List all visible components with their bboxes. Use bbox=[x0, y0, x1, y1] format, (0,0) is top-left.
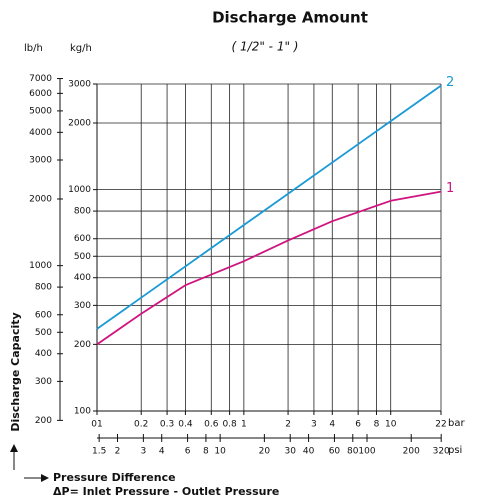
x2-tick-label: 8 bbox=[203, 447, 209, 457]
series-label: 1 bbox=[446, 181, 454, 196]
y2-tick-label: 600 bbox=[35, 310, 52, 320]
x-tick-label: 3 bbox=[311, 420, 317, 430]
x-unit: bar bbox=[448, 418, 465, 429]
x-axis-title: Pressure Difference bbox=[53, 471, 176, 484]
x-tick-label: 0.6 bbox=[204, 420, 219, 430]
x2-tick-label: 10 bbox=[214, 447, 226, 457]
subtitle: ( 1/2" - 1" ) bbox=[232, 40, 299, 54]
y-tick-label: 500 bbox=[74, 252, 91, 262]
y-tick-label: 200 bbox=[74, 340, 91, 350]
x-tick-label: 0.2 bbox=[134, 420, 148, 430]
y2-tick-label: 1000 bbox=[29, 261, 52, 271]
x-tick-label: 0.3 bbox=[160, 420, 174, 430]
x2-tick-label: 3 bbox=[141, 447, 147, 457]
series-label: 2 bbox=[446, 75, 454, 90]
y2-tick-label: 3000 bbox=[29, 156, 52, 166]
arrow-head bbox=[41, 474, 49, 482]
x2-tick-label: 1.5 bbox=[92, 447, 106, 457]
y2-unit: lb/h bbox=[24, 43, 43, 54]
x-tick-label: 10 bbox=[385, 420, 397, 430]
x2-tick-label: 6 bbox=[185, 447, 191, 457]
y2-tick-label: 6000 bbox=[29, 89, 52, 99]
x2-tick-label: 40 bbox=[303, 447, 315, 457]
x2-tick-label: 200 bbox=[403, 447, 420, 457]
y-tick-label: 300 bbox=[74, 301, 91, 311]
x-tick-label: 22 bbox=[435, 420, 446, 430]
x-tick-label: 01 bbox=[91, 420, 102, 430]
x-axis-note: ΔP= Inlet Pressure - Outlet Pressure bbox=[53, 485, 279, 498]
x2-tick-label: 80 bbox=[347, 447, 359, 457]
x2-tick-label: 320 bbox=[433, 447, 450, 457]
y2-tick-label: 500 bbox=[35, 328, 52, 338]
x-tick-label: 2 bbox=[285, 420, 291, 430]
x2-tick-label: 4 bbox=[159, 447, 165, 457]
x-tick-label: 8 bbox=[374, 420, 380, 430]
x2-unit: psi bbox=[448, 445, 462, 456]
y-tick-label: 600 bbox=[74, 234, 91, 244]
y-unit: kg/h bbox=[70, 43, 92, 54]
x-tick-label: 1 bbox=[241, 420, 247, 430]
y-tick-label: 3000 bbox=[68, 80, 91, 90]
x-tick-label: 4 bbox=[329, 420, 335, 430]
y2-tick-label: 300 bbox=[35, 377, 52, 387]
y-tick-label: 2000 bbox=[68, 118, 91, 128]
x2-tick-label: 2 bbox=[115, 447, 121, 457]
y2-tick-label: 4000 bbox=[29, 128, 52, 138]
y-axis-title: Discharge Capacity bbox=[9, 312, 22, 431]
arrow-head bbox=[10, 444, 18, 452]
x-tick-label: 0.8 bbox=[222, 420, 237, 430]
y-tick-label: 800 bbox=[74, 207, 91, 217]
y2-tick-label: 7000 bbox=[29, 74, 52, 84]
series-line bbox=[96, 190, 442, 346]
y2-tick-label: 5000 bbox=[29, 106, 52, 116]
x2-tick-label: 20 bbox=[259, 447, 271, 457]
y-tick-label: 400 bbox=[74, 273, 91, 283]
x-tick-label: 0.4 bbox=[178, 420, 193, 430]
chart-title: Discharge Amount bbox=[212, 9, 368, 27]
y-tick-label: 1000 bbox=[68, 185, 91, 195]
x-tick-label: 6 bbox=[355, 420, 361, 430]
x2-tick-label: 100 bbox=[358, 447, 375, 457]
y-tick-label: 100 bbox=[74, 407, 91, 417]
x2-tick-label: 30 bbox=[285, 447, 297, 457]
series-line bbox=[96, 84, 442, 330]
y2-tick-label: 400 bbox=[35, 349, 52, 359]
y2-tick-label: 2000 bbox=[29, 194, 52, 204]
y2-tick-label: 200 bbox=[35, 416, 52, 426]
x2-tick-label: 60 bbox=[329, 447, 341, 457]
y2-tick-label: 800 bbox=[35, 283, 52, 293]
